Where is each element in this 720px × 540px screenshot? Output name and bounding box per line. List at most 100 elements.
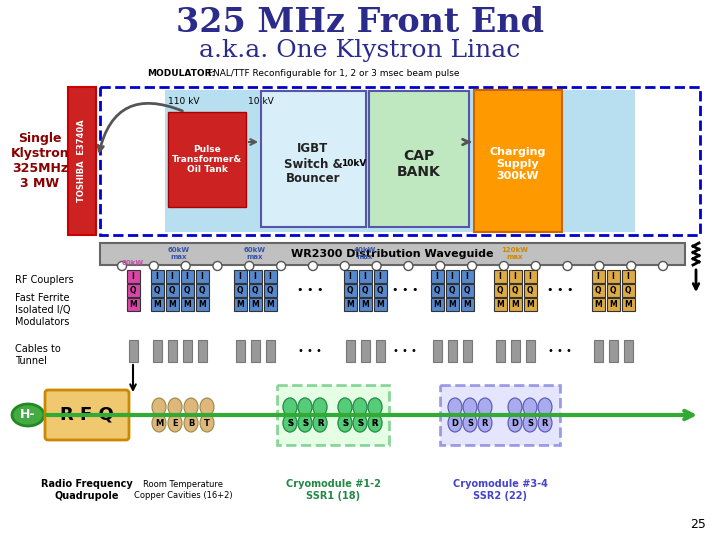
Text: Q: Q [595,286,601,295]
Text: S: S [287,418,293,428]
Ellipse shape [184,398,198,416]
Ellipse shape [368,398,382,416]
Bar [196,270,209,283]
Bar [461,298,474,311]
Text: I: I [132,272,135,281]
Text: • • •: • • • [297,285,323,295]
Ellipse shape [200,398,214,416]
Text: Cryomodule #1-2
SSR1 (18): Cryomodule #1-2 SSR1 (18) [286,479,380,501]
Ellipse shape [368,398,382,416]
Circle shape [626,261,636,271]
Bar [248,284,261,297]
Text: Fast Ferrite
Isolated I/Q
Modulators: Fast Ferrite Isolated I/Q Modulators [15,293,71,327]
Text: Q: Q [512,286,518,295]
Text: I: I [436,272,438,281]
Bar [462,340,472,362]
Text: M: M [251,300,259,309]
Bar [448,340,456,362]
Text: RF Couplers: RF Couplers [15,275,73,285]
Bar [446,298,459,311]
Text: Q: Q [610,286,616,295]
Ellipse shape [313,414,327,432]
Text: Q: Q [347,286,354,295]
Text: Q: Q [252,286,258,295]
Bar [592,298,605,311]
Ellipse shape [523,398,537,416]
Circle shape [341,261,349,271]
Text: R: R [482,418,488,428]
Circle shape [659,261,667,271]
Bar [523,270,536,283]
Bar [431,270,444,283]
Ellipse shape [168,398,182,416]
Text: 10 kV: 10 kV [248,97,274,105]
Ellipse shape [184,414,198,432]
Text: Q: Q [464,286,470,295]
Circle shape [531,261,540,271]
Text: D: D [511,418,518,428]
Bar [235,340,245,362]
Bar [606,284,619,297]
Text: I: I [528,272,531,281]
Text: M: M [433,300,441,309]
Text: M: M [511,300,519,309]
Text: 60kW
max: 60kW max [168,247,190,260]
Text: 25: 25 [690,518,706,531]
Text: R: R [317,418,323,428]
Text: MODULATOR:: MODULATOR: [147,69,215,78]
Bar [266,340,274,362]
Bar [68,87,96,235]
Bar [196,298,209,311]
Bar [592,284,605,297]
Text: S: S [357,418,363,428]
Text: M: M [153,300,161,309]
Bar [608,340,618,362]
Bar [346,340,354,362]
Text: M: M [236,300,244,309]
Bar [376,340,384,362]
Text: I: I [201,272,204,281]
Bar [181,298,194,311]
Circle shape [245,261,253,271]
Text: S: S [287,418,293,428]
Text: T: T [204,418,210,428]
Text: I: I [626,272,629,281]
Text: M: M [266,300,274,309]
Circle shape [276,261,286,271]
Bar [343,270,356,283]
Text: E: E [172,418,178,428]
Bar [248,298,261,311]
Text: M: M [609,300,617,309]
Bar [128,340,138,362]
Ellipse shape [448,414,462,432]
Text: • • •: • • • [546,285,573,295]
Bar [150,270,163,283]
Text: a.k.a. One Klystron Linac: a.k.a. One Klystron Linac [199,38,521,62]
Text: S: S [342,418,348,428]
Text: R: R [317,418,323,428]
Text: Charging
Supply
300kW: Charging Supply 300kW [490,147,546,180]
Ellipse shape [508,398,522,416]
Text: M: M [155,418,163,428]
Text: Q: Q [266,286,274,295]
Ellipse shape [338,414,352,432]
Bar [100,243,685,265]
Circle shape [500,261,508,271]
Bar [197,340,207,362]
Bar [196,284,209,297]
Circle shape [563,261,572,271]
Bar [508,298,521,311]
Bar [526,340,534,362]
Bar [166,270,179,283]
Bar [343,284,356,297]
Bar [508,284,521,297]
Text: 40kW
max: 40kW max [354,247,376,260]
Ellipse shape [200,414,214,432]
Text: • • •: • • • [392,285,418,295]
Bar [264,284,276,297]
Text: Room Temperature
Copper Cavities (16+2): Room Temperature Copper Cavities (16+2) [134,480,233,500]
Text: I: I [156,272,158,281]
Bar [359,270,372,283]
Text: R: R [372,418,378,428]
Text: • • •: • • • [548,346,572,356]
